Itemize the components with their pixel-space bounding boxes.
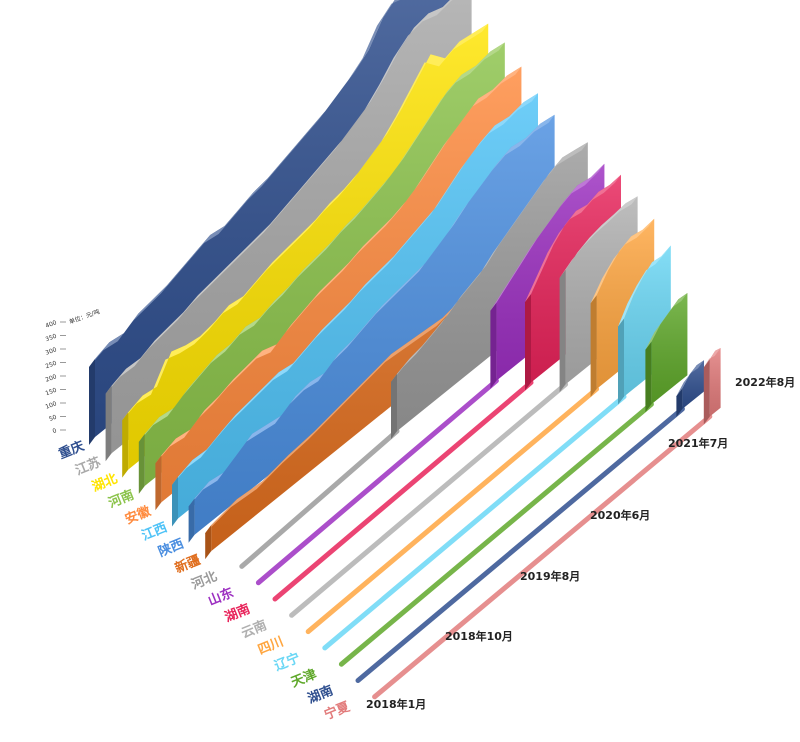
ridge-top bbox=[391, 142, 588, 382]
ridge-top bbox=[172, 93, 538, 485]
floor-strip bbox=[355, 406, 685, 683]
series-label: 河南 bbox=[106, 487, 136, 512]
series-label: 云南 bbox=[239, 617, 269, 642]
floor-strip bbox=[289, 381, 569, 618]
floor-strip bbox=[239, 428, 400, 569]
ridge-end bbox=[391, 373, 397, 440]
ridge-top bbox=[618, 245, 671, 327]
y-tick-label: 350 bbox=[45, 333, 58, 344]
series-label: 新疆 bbox=[173, 552, 203, 577]
ridge-shade bbox=[682, 360, 704, 409]
ridge-end bbox=[645, 341, 652, 413]
ridge-shade bbox=[161, 66, 522, 503]
ridge-6 bbox=[172, 93, 538, 527]
ridge-end bbox=[122, 412, 129, 478]
series-label: 四川 bbox=[256, 634, 286, 658]
ridge-16 bbox=[676, 360, 704, 417]
ridge-end bbox=[155, 455, 162, 511]
floor-strip bbox=[305, 386, 600, 635]
ridge-4 bbox=[138, 42, 505, 494]
ridge-end bbox=[525, 294, 531, 391]
ridge-shade bbox=[144, 42, 505, 486]
ridge-top bbox=[645, 293, 688, 350]
area-ridges bbox=[89, 0, 721, 560]
x-tick-label: 2021年7月 bbox=[668, 436, 728, 450]
ridge-end bbox=[205, 525, 212, 560]
ridge-shade bbox=[194, 114, 555, 535]
series-label: 湖北 bbox=[90, 471, 120, 495]
series-label: 河北 bbox=[189, 568, 219, 593]
series-label: 辽宁 bbox=[272, 650, 302, 675]
ridge-end bbox=[490, 302, 497, 389]
ridge-top bbox=[138, 42, 505, 442]
ridge-top bbox=[122, 23, 489, 421]
series-label: 湖南 bbox=[222, 601, 252, 626]
x-tick-labels: 2018年1月 2018年10月 2019年8月 2020年6月 2021年7月 2022… bbox=[366, 375, 795, 711]
ridge-end bbox=[188, 498, 195, 543]
ridge-shade bbox=[397, 142, 588, 432]
y-tick-label: 150 bbox=[45, 387, 58, 398]
ridge-top bbox=[559, 196, 638, 278]
ridge-top bbox=[703, 348, 721, 368]
series-label: 天津 bbox=[289, 666, 319, 691]
y-tick-label: 200 bbox=[45, 373, 58, 384]
series-label: 湖南 bbox=[305, 682, 335, 707]
floor-strips bbox=[239, 378, 713, 700]
y-tick-label: 50 bbox=[48, 414, 58, 423]
ridge-end bbox=[590, 295, 597, 397]
ridge-end bbox=[89, 359, 95, 445]
ridge-shade bbox=[178, 93, 538, 519]
floor-strip bbox=[372, 414, 713, 700]
series-label: 山东 bbox=[206, 585, 236, 610]
y-tick-label: 300 bbox=[45, 346, 58, 357]
ridge-end bbox=[618, 318, 624, 405]
x-tick-label: 2018年1月 bbox=[366, 697, 426, 711]
x-tick-label: 2019年8月 bbox=[520, 569, 580, 583]
y-tick-label: 250 bbox=[45, 360, 58, 371]
ridge-end bbox=[138, 433, 145, 494]
ridge-end bbox=[105, 385, 112, 462]
series-label: 安徽 bbox=[123, 503, 154, 528]
ridge-shade bbox=[651, 293, 688, 405]
y-tick-label: 0 bbox=[52, 427, 58, 435]
x-tick-label: 2022年8月 bbox=[735, 375, 795, 389]
unit-label: 单位：元/吨 bbox=[68, 307, 101, 325]
ridge-end bbox=[703, 359, 710, 425]
ridge-shade bbox=[709, 348, 721, 417]
ridge-7 bbox=[188, 114, 555, 543]
x-tick-label: 2020年6月 bbox=[590, 508, 650, 522]
series-label: 江苏 bbox=[73, 454, 103, 479]
series-label: 宁夏 bbox=[322, 698, 353, 723]
ridge-top bbox=[676, 360, 704, 397]
ridge-5 bbox=[155, 66, 522, 511]
x-tick-label: 2018年10月 bbox=[445, 629, 513, 643]
ridge-15 bbox=[645, 293, 688, 413]
ridge-end bbox=[172, 476, 178, 527]
floor-strip bbox=[322, 394, 627, 651]
ridge-top bbox=[205, 193, 572, 534]
ridge-end bbox=[559, 269, 566, 393]
floor-strip bbox=[272, 380, 534, 602]
series-label: 陕西 bbox=[156, 536, 186, 561]
series-label: 重庆 bbox=[56, 438, 86, 463]
ridge-17 bbox=[703, 348, 721, 425]
ridge-end bbox=[676, 388, 683, 417]
ridge-9 bbox=[391, 142, 588, 440]
series-label: 江西 bbox=[139, 519, 169, 544]
floor-strip bbox=[338, 401, 654, 667]
y-tick-label: 100 bbox=[45, 400, 58, 411]
y-tick-label: 400 bbox=[45, 319, 58, 330]
floor-strip bbox=[255, 378, 499, 586]
